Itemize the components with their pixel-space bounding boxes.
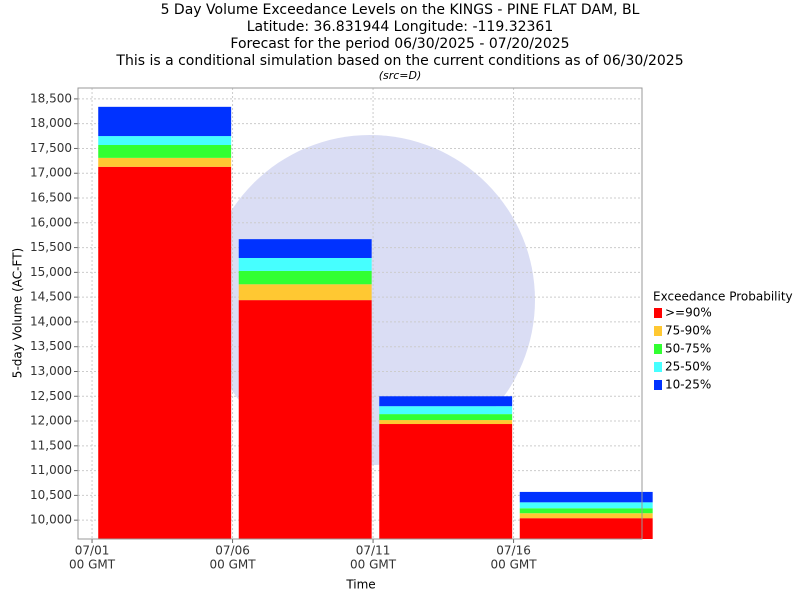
- bar-segment: [98, 136, 232, 145]
- legend-title: Exceedance Probability: [653, 290, 793, 304]
- bar-segment: [238, 257, 372, 271]
- y-tick-label: 12,500: [30, 389, 72, 403]
- bar-segment: [519, 491, 653, 503]
- y-tick-label: 10,000: [30, 513, 72, 527]
- legend-swatch: [654, 326, 662, 336]
- x-tick-label: 07/01: [75, 544, 110, 558]
- y-tick-label: 12,000: [30, 414, 72, 428]
- bar-segment: [98, 157, 232, 167]
- y-tick-label: 11,000: [30, 463, 72, 477]
- bar-segment: [379, 420, 513, 425]
- chart-title: Latitude: 36.831944 Longitude: -119.3236…: [247, 19, 554, 35]
- bar-segment: [98, 106, 232, 137]
- y-tick-label: 16,500: [30, 191, 72, 205]
- legend-swatch: [654, 344, 662, 354]
- y-tick-label: 16,000: [30, 215, 72, 229]
- y-tick-label: 18,500: [30, 91, 72, 105]
- bar-segment: [379, 406, 513, 415]
- bar-segment: [238, 270, 372, 285]
- x-tick-sublabel: 00 GMT: [491, 558, 538, 572]
- legend-label: >=90%: [665, 306, 712, 320]
- x-axis-label: Time: [345, 578, 375, 592]
- legend-label: 25-50%: [665, 360, 711, 374]
- legend-swatch: [654, 308, 662, 318]
- bar-segment: [98, 144, 232, 158]
- legend-swatch: [654, 380, 662, 390]
- x-tick-sublabel: 00 GMT: [350, 558, 397, 572]
- y-tick-label: 15,500: [30, 240, 72, 254]
- bar-segment: [238, 239, 372, 258]
- chart-title: 5 Day Volume Exceedance Levels on the KI…: [161, 2, 640, 18]
- bar-segment: [238, 284, 372, 301]
- x-tick-label: 07/06: [215, 544, 250, 558]
- legend-swatch: [654, 362, 662, 372]
- bar-segment: [238, 300, 372, 539]
- bar-segment: [379, 414, 513, 421]
- y-tick-label: 15,000: [30, 265, 72, 279]
- y-axis-label: 5-day Volume (AC-FT): [11, 248, 25, 378]
- plot-border: [77, 87, 643, 540]
- bar-segment: [98, 166, 232, 540]
- y-tick-label: 14,000: [30, 314, 72, 328]
- x-tick-sublabel: 00 GMT: [210, 558, 257, 572]
- x-tick-label: 07/16: [496, 544, 531, 558]
- bar-segment: [519, 508, 653, 514]
- legend-label: 75-90%: [665, 324, 711, 338]
- y-tick-label: 17,500: [30, 141, 72, 155]
- bars: [98, 106, 653, 540]
- x-tick-label: 07/11: [356, 544, 391, 558]
- bar-segment: [519, 513, 653, 519]
- y-tick-label: 14,500: [30, 290, 72, 304]
- y-tick-label: 13,000: [30, 364, 72, 378]
- y-tick-label: 17,000: [30, 166, 72, 180]
- chart-title: This is a conditional simulation based o…: [115, 53, 683, 69]
- subtitle: (src=D): [379, 69, 422, 82]
- chart-title: Forecast for the period 06/30/2025 - 07/…: [230, 36, 569, 52]
- x-tick-sublabel: 00 GMT: [69, 558, 116, 572]
- y-tick-label: 13,500: [30, 339, 72, 353]
- bar-segment: [519, 518, 653, 539]
- y-tick-label: 11,500: [30, 438, 72, 452]
- y-tick-label: 18,000: [30, 116, 72, 130]
- y-tick-label: 10,500: [30, 488, 72, 502]
- bar-segment: [519, 502, 653, 509]
- legend-label: 10-25%: [665, 378, 711, 392]
- bar-segment: [379, 424, 513, 539]
- bar-segment: [379, 396, 513, 407]
- legend-label: 50-75%: [665, 342, 711, 356]
